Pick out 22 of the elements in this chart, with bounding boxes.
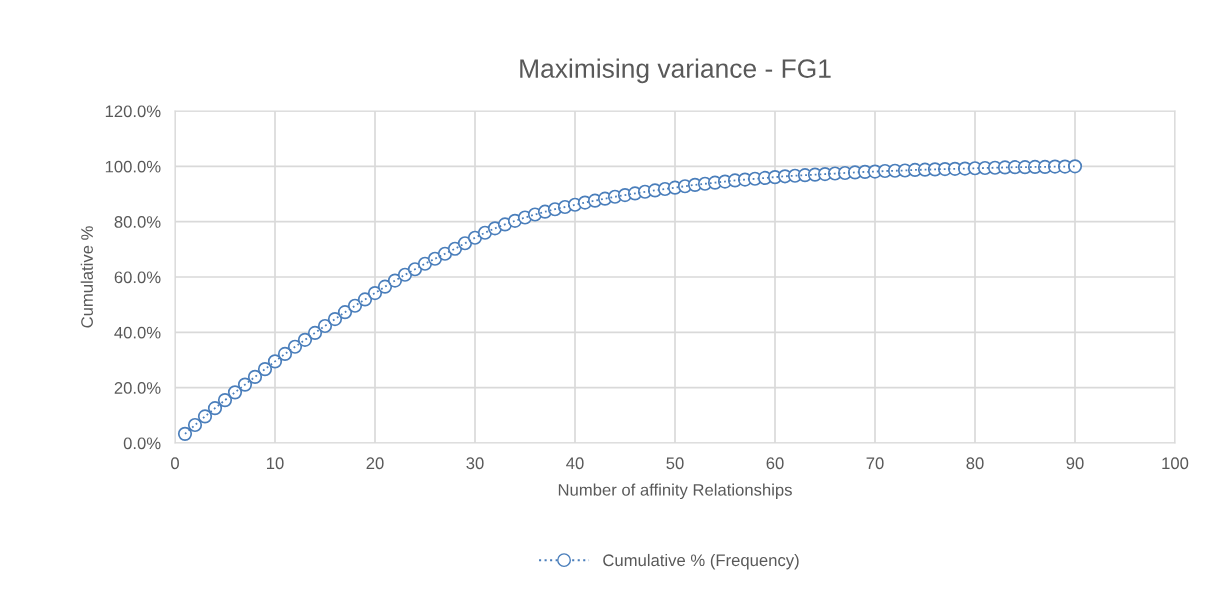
x-tick-label: 50 (666, 457, 684, 470)
y-tick-label: 120.0% (105, 105, 161, 118)
y-tick-label: 20.0% (114, 382, 161, 394)
y-tick-label: 0.0% (123, 437, 161, 450)
y-tick-label: 60.0% (114, 271, 161, 284)
x-tick-label: 40 (566, 457, 584, 470)
chart-title: Maximising variance - FG1 (520, 58, 831, 84)
x-tick-label: 0 (171, 457, 179, 470)
y-tick-label: 80.0% (114, 216, 161, 228)
x-tick-label: 80 (966, 457, 984, 470)
legend-label: Cumulative % (Frequency) (603, 553, 799, 570)
y-axis-title: Cumulative % (80, 226, 93, 328)
x-tick-label: 100 (1162, 457, 1189, 470)
x-tick-label: 20 (366, 457, 384, 470)
x-tick-label: 70 (866, 457, 884, 470)
y-tick-label: 100.0% (105, 160, 161, 173)
x-axis-title: Number of affinity Relationships (558, 483, 792, 500)
y-tick-label: 40.0% (114, 326, 161, 339)
x-tick-label: 60 (766, 457, 784, 470)
x-tick-label: 90 (1066, 457, 1084, 470)
x-tick-label: 10 (267, 457, 284, 470)
x-tick-label: 30 (466, 457, 484, 470)
